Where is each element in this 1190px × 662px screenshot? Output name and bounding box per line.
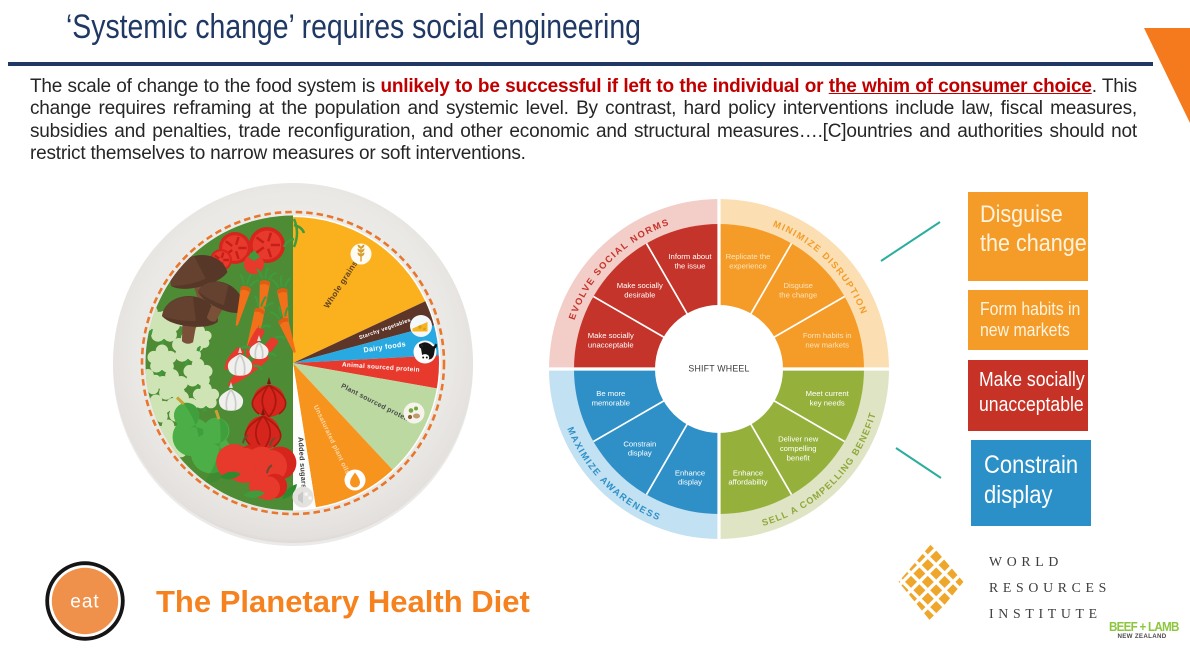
svg-text:eat: eat <box>70 592 99 613</box>
svg-text:SHIFT WHEEL: SHIFT WHEEL <box>688 364 749 374</box>
svg-text:Added sugars: Added sugars <box>296 437 309 489</box>
